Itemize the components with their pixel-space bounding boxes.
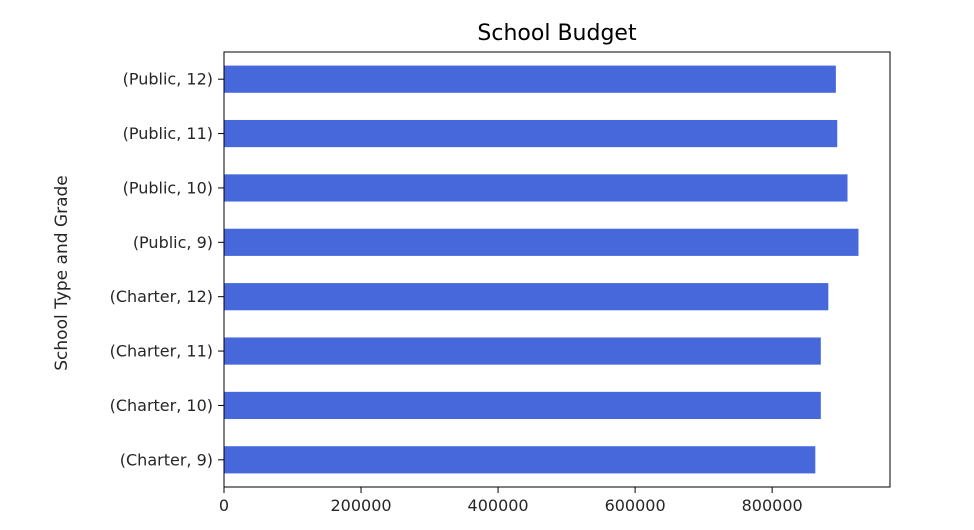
bar — [224, 65, 836, 93]
x-tick-label: 200000 — [330, 496, 391, 515]
x-tick-label: 600000 — [605, 496, 666, 515]
x-tick-label: 800000 — [742, 496, 803, 515]
y-tick-label: (Charter, 11) — [110, 342, 213, 361]
bars-layer — [224, 65, 859, 474]
bar — [224, 174, 848, 202]
y-tick-label: (Charter, 12) — [110, 287, 213, 306]
bar — [224, 228, 859, 256]
y-tick-label: (Public, 11) — [123, 124, 213, 143]
x-tick-label: 0 — [219, 496, 229, 515]
x-tick-label: 400000 — [468, 496, 529, 515]
y-ticks-layer: (Public, 12) (Public, 11) (Public, 10) (Pub… — [110, 70, 224, 469]
y-tick-label: (Public, 10) — [123, 178, 213, 197]
y-axis-label: School Type and Grade — [52, 175, 72, 371]
chart-title: School Budget — [477, 21, 637, 46]
plot-frame — [223, 51, 891, 488]
y-tick-label: (Charter, 9) — [120, 450, 213, 469]
x-ticks-layer: 0 200000 400000 600000 800000 — [219, 487, 803, 515]
y-tick-label: (Public, 12) — [123, 70, 213, 89]
bar — [224, 337, 821, 365]
bar — [224, 119, 838, 148]
bar — [224, 391, 821, 420]
bar — [224, 446, 816, 474]
y-tick-label: (Public, 9) — [133, 233, 213, 252]
bar — [224, 283, 829, 311]
y-tick-label: (Charter, 10) — [110, 396, 213, 415]
